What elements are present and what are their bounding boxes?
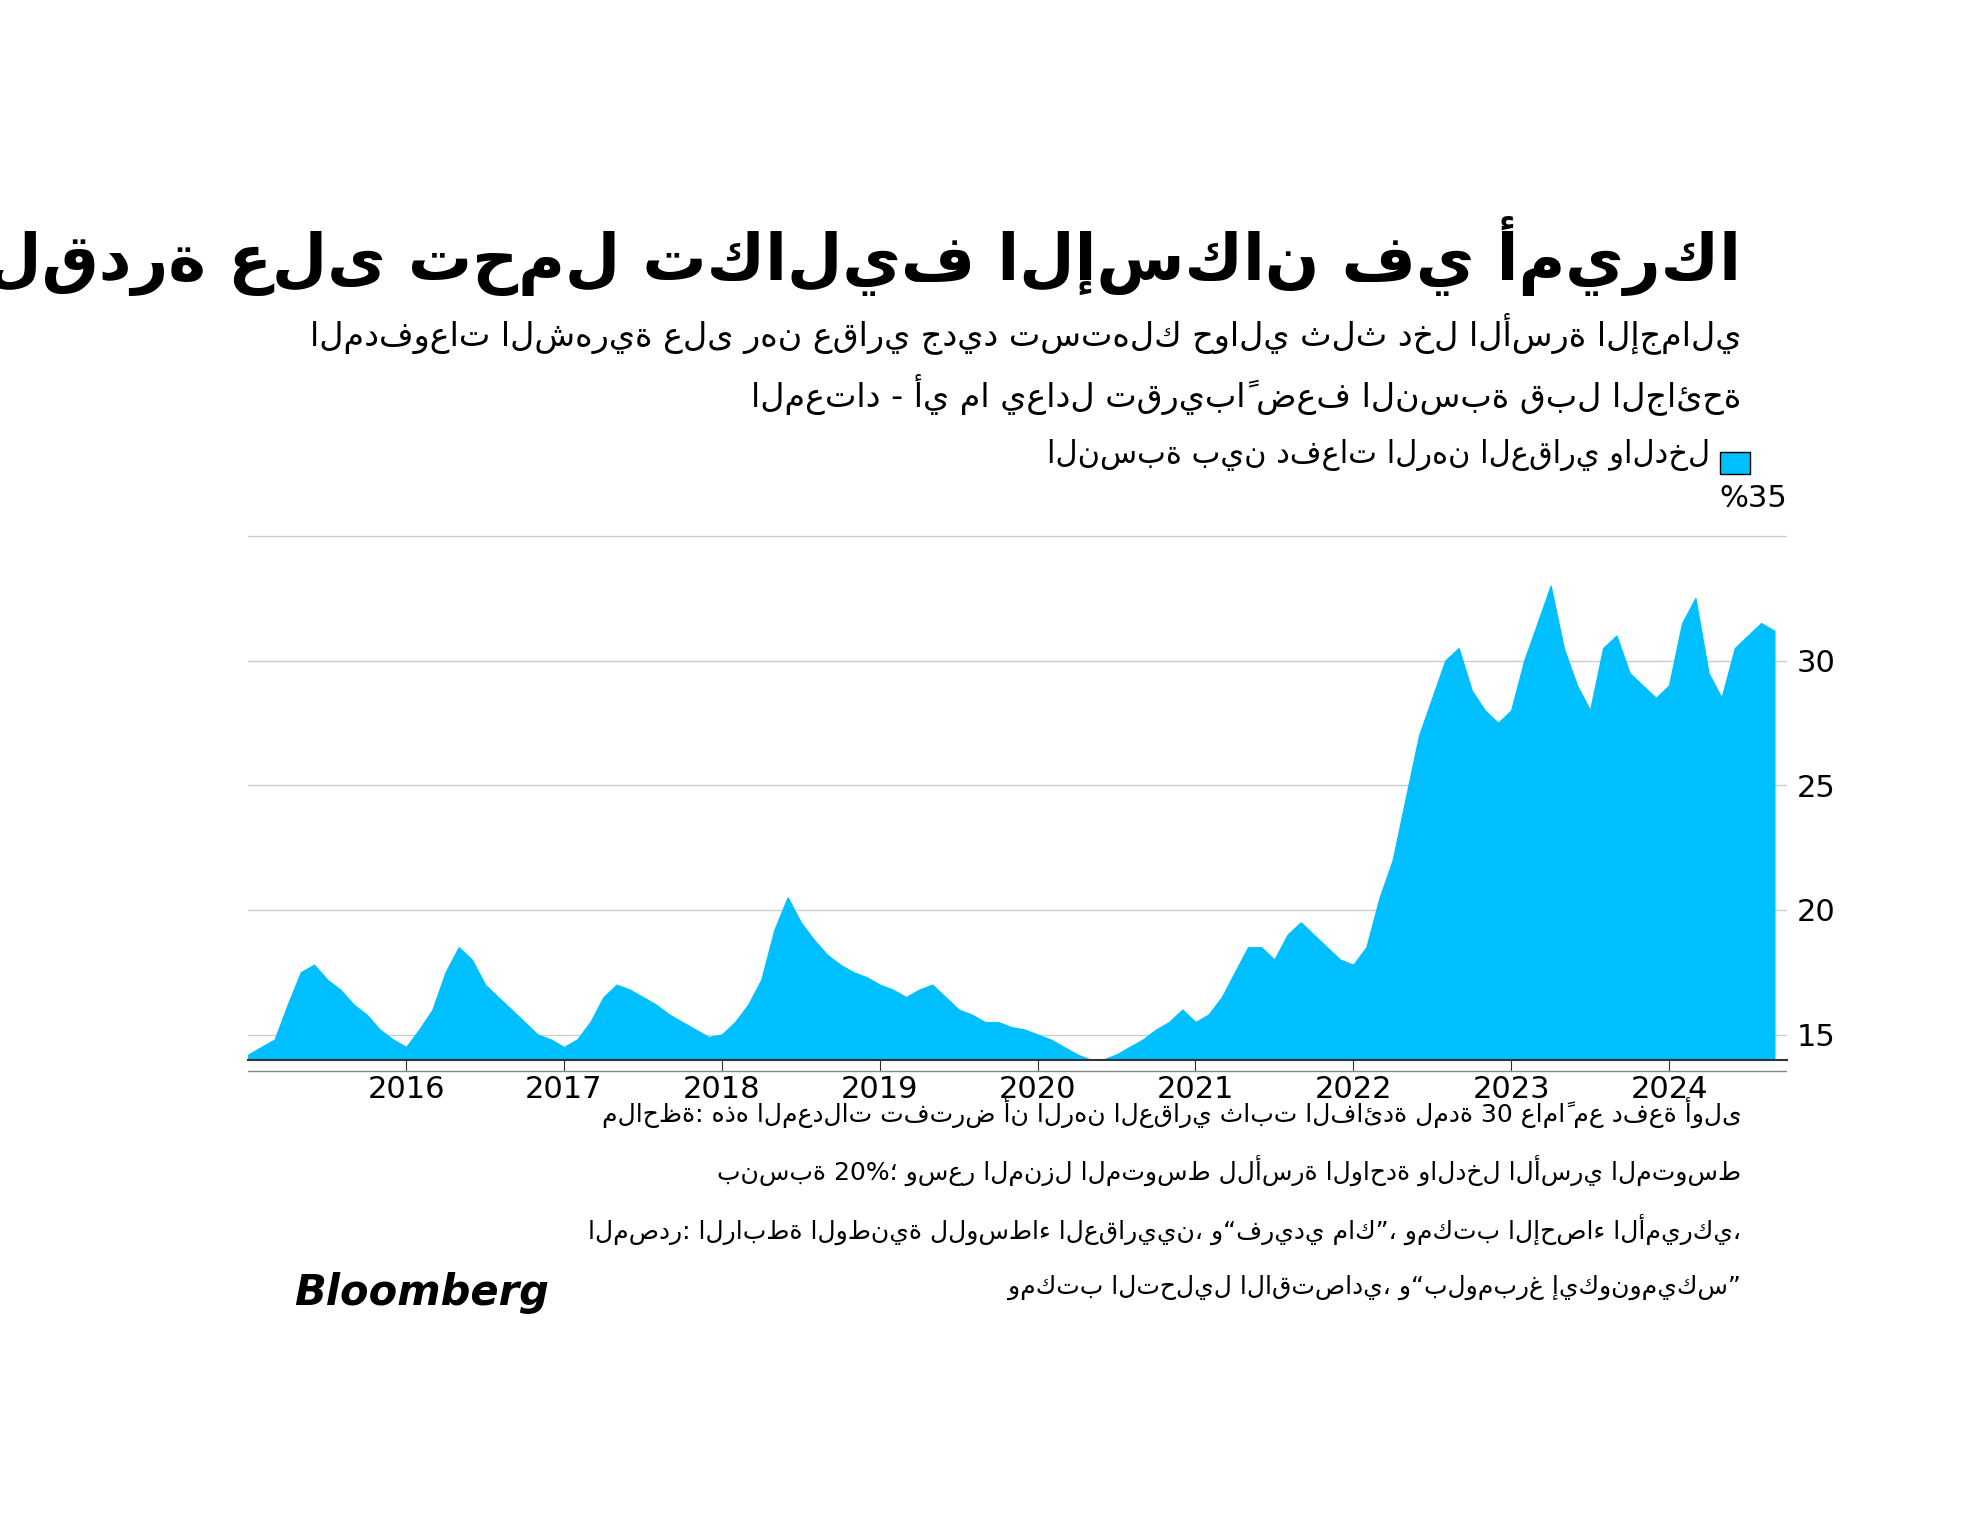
Text: Bloomberg: Bloomberg [294,1273,550,1314]
Text: النسبة بين دفعات الرهن العقاري والدخل: النسبة بين دفعات الرهن العقاري والدخل [1047,439,1710,471]
Text: ملاحظة: هذه المعدلات تفترض أن الرهن العقاري ثابت الفائدة لمدة 30 عاماً مع دفعة أ: ملاحظة: هذه المعدلات تفترض أن الرهن العق… [602,1097,1742,1127]
Text: %35: %35 [1720,483,1787,513]
Text: المصدر: الرابطة الوطنية للوسطاء العقاريين، و“فريدي ماك”، ومكتب الإحصاء الأميركي،: المصدر: الرابطة الوطنية للوسطاء العقاريي… [588,1214,1742,1244]
FancyBboxPatch shape [1720,451,1750,474]
Text: بنسبة 20%؛ وسعر المنزل المتوسط للأسرة الواحدة والدخل الأسري المتوسط: بنسبة 20%؛ وسعر المنزل المتوسط للأسرة ال… [717,1154,1742,1186]
Text: المعتاد - أي ما يعادل تقريباً ضعف النسبة قبل الجائحة: المعتاد - أي ما يعادل تقريباً ضعف النسبة… [751,374,1742,415]
Text: المدفوعات الشهرية على رهن عقاري جديد تستهلك حوالي ثلث دخل الأسرة الإجمالي: المدفوعات الشهرية على رهن عقاري جديد تست… [310,311,1742,354]
Text: ومكتب التحليل الاقتصادي، و“بلومبرغ إيكونوميكس”: ومكتب التحليل الاقتصادي، و“بلومبرغ إيكون… [1009,1274,1742,1300]
Text: أزمة القدرة على تحمل تكاليف الإسكان في أميركا: أزمة القدرة على تحمل تكاليف الإسكان في أ… [0,216,1742,296]
